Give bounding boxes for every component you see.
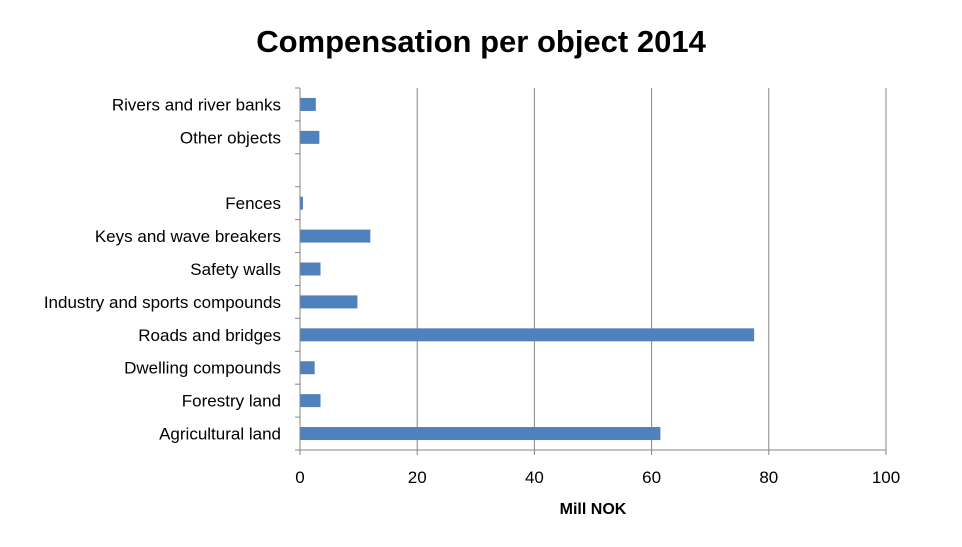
bars [300, 97, 755, 441]
gridlines [416, 88, 887, 450]
category-label-rivers-and-river-banks: Rivers and river banks [112, 95, 281, 114]
bar-keys-and-wave-breakers [300, 229, 371, 243]
category-label-safety-walls: Safety walls [190, 260, 281, 279]
bar-industry-and-sports-compounds [300, 295, 358, 309]
bar-roads-and-bridges [300, 328, 755, 342]
bar-dwelling-compounds [300, 361, 315, 375]
x-tick-label: 0 [295, 468, 304, 487]
category-label-agricultural-land: Agricultural land [159, 425, 281, 444]
category-label-forestry-land: Forestry land [182, 392, 281, 411]
category-label-fences: Fences [225, 194, 281, 213]
chart-title: Compensation per object 2014 [256, 24, 706, 59]
category-label-roads-and-bridges: Roads and bridges [138, 326, 281, 345]
x-tick-label: 20 [408, 468, 427, 487]
bar-agricultural-land [300, 427, 661, 441]
bar-forestry-land [300, 394, 321, 408]
category-labels: Agricultural land Forestry land Dwelling c… [44, 95, 281, 443]
x-tick-label: 40 [525, 468, 544, 487]
bar-fences [300, 196, 303, 210]
category-label-keys-and-wave-breakers: Keys and wave breakers [95, 227, 281, 246]
category-label-other-objects: Other objects [180, 128, 281, 147]
bar-other-objects [300, 130, 320, 144]
x-tick-labels: 0 20 40 60 80 100 [295, 468, 900, 487]
axes [295, 87, 887, 455]
x-tick-label: 60 [642, 468, 661, 487]
x-tick-label: 80 [759, 468, 778, 487]
category-label-dwelling-compounds: Dwelling compounds [124, 359, 281, 378]
category-label-industry-and-sports-compounds: Industry and sports compounds [44, 293, 281, 312]
x-tick-label: 100 [872, 468, 900, 487]
bar-safety-walls [300, 262, 321, 276]
x-axis-title: Mill NOK [560, 501, 627, 518]
bar-rivers-and-river-banks [300, 97, 316, 111]
